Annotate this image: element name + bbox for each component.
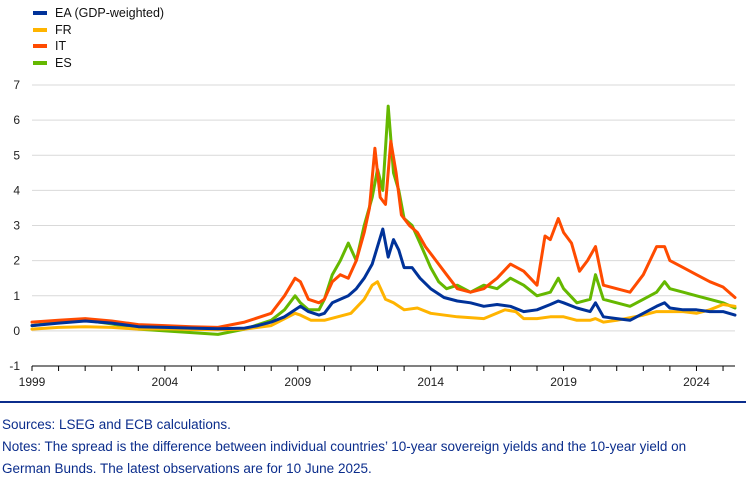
series-line-it xyxy=(30,139,737,329)
y-tick-label: 0 xyxy=(13,324,20,338)
legend-swatch xyxy=(33,11,47,15)
series-line-ea xyxy=(30,227,737,331)
footer-divider xyxy=(0,401,746,403)
y-tick-label: 3 xyxy=(13,219,20,233)
notes-line-2: German Bunds. The latest observations ar… xyxy=(2,461,372,476)
y-tick-label: 5 xyxy=(13,148,20,162)
x-tick-label: 2024 xyxy=(683,375,710,389)
x-tick-label: 2009 xyxy=(284,375,311,389)
legend-swatch xyxy=(33,60,47,65)
y-tick-label: 4 xyxy=(13,183,20,197)
sources-note: Sources: LSEG and ECB calculations. xyxy=(2,417,231,432)
legend-swatch xyxy=(33,44,47,48)
x-tick-label: 1999 xyxy=(19,375,46,389)
chart-plot: -1 0 1 2 3 4 5 6 7 1999 2004 2009 2014 2019 2024 xyxy=(9,78,737,389)
y-tick-label: 2 xyxy=(13,254,20,268)
legend-label: IT xyxy=(55,39,67,53)
legend-label: ES xyxy=(55,55,72,70)
y-tick-label: -1 xyxy=(9,359,20,373)
legend-label: EA (GDP-weighted) xyxy=(55,6,165,20)
x-tick-label: 2004 xyxy=(152,375,179,389)
x-tick-label: 2014 xyxy=(417,375,444,389)
y-tick-label: 1 xyxy=(13,289,20,303)
series-line-es xyxy=(30,104,737,336)
x-tick-label: 2019 xyxy=(550,375,577,389)
notes-line-1: Notes: The spread is the difference betw… xyxy=(2,439,687,454)
chart-footnotes: Sources: LSEG and ECB calculations. Note… xyxy=(2,414,744,480)
legend-swatch xyxy=(33,27,47,32)
y-tick-label: 7 xyxy=(13,78,20,92)
legend-label: FR xyxy=(55,22,72,37)
y-tick-label: 6 xyxy=(13,113,20,127)
